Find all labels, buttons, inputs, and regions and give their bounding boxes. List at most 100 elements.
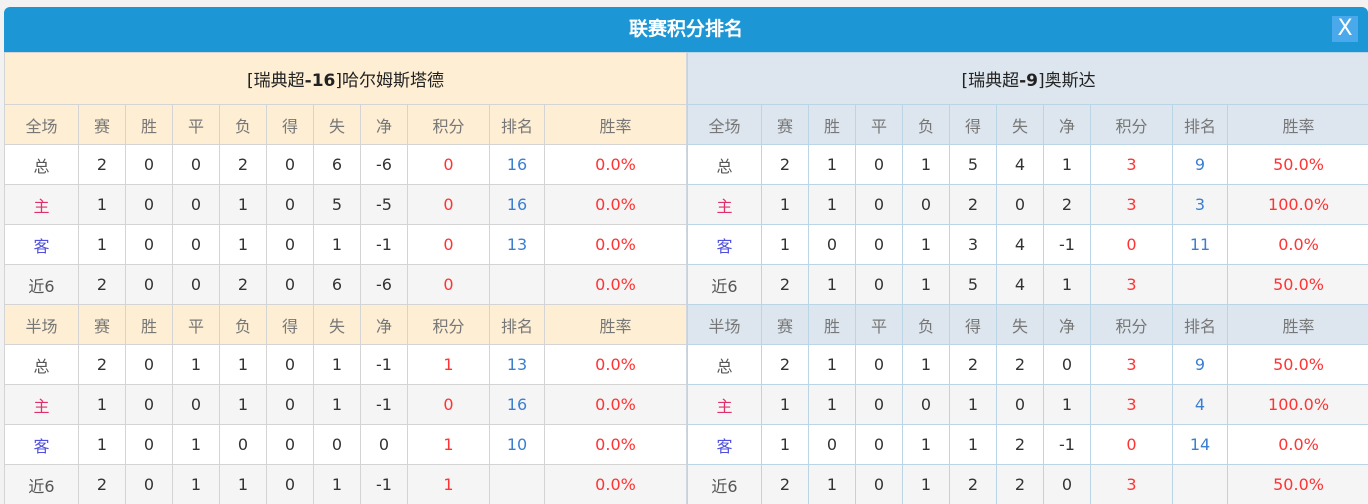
cell: 0 <box>1043 464 1091 504</box>
cell: 0 <box>855 144 903 185</box>
cell: 0 <box>172 184 220 225</box>
header-row: 全场赛胜平负得失净积分 排名 胜率 <box>687 104 1368 145</box>
cell: 0 <box>125 464 173 504</box>
column-header: 得 <box>266 304 314 345</box>
cell: 50.0% <box>1226 344 1368 385</box>
cell: 0 <box>407 144 490 185</box>
column-header: 净 <box>360 104 408 145</box>
cell: 0 <box>855 224 903 265</box>
cell: 0 <box>125 264 173 305</box>
cell <box>489 464 545 504</box>
cell: 0 <box>855 264 903 305</box>
cell: -1 <box>360 344 408 385</box>
cell: 2 <box>78 344 126 385</box>
cell: 13 <box>489 344 545 385</box>
cell: 1 <box>761 384 809 425</box>
cell: 0 <box>996 384 1044 425</box>
column-header: 净 <box>1043 304 1091 345</box>
row-label: 主 <box>4 384 79 425</box>
column-header: 排名 <box>489 104 545 145</box>
cell: 0 <box>172 224 220 265</box>
standings-modal: 联赛积分排名 X [瑞典超-16]哈尔姆斯塔德 全场赛胜平负得失净积分 排名 胜率总 2… <box>4 7 1368 504</box>
section-label: 全场 <box>4 104 79 145</box>
cell: 0 <box>125 224 173 265</box>
column-header: 胜 <box>125 304 173 345</box>
table-row: 总 2 0 0 2 0 6 -6 0 16 0.0% <box>4 144 687 185</box>
cell: 0 <box>266 384 314 425</box>
column-header: 负 <box>219 104 267 145</box>
cell: 1 <box>78 184 126 225</box>
cell: 0 <box>172 144 220 185</box>
cell: 1 <box>949 424 997 465</box>
cell: 2 <box>761 264 809 305</box>
cell: -1 <box>1043 224 1091 265</box>
row-label: 主 <box>4 184 79 225</box>
cell: 0 <box>172 384 220 425</box>
table-row: 总 2 1 0 1 2 2 0 3 9 50.0% <box>687 344 1368 385</box>
cell <box>1172 464 1228 504</box>
cell: 16 <box>489 144 545 185</box>
cell: 0 <box>808 224 856 265</box>
column-header: 平 <box>172 104 220 145</box>
column-header: 胜率 <box>1226 104 1368 145</box>
table-row: 近6 2 1 0 1 2 2 0 3 50.0% <box>687 464 1368 504</box>
cell: -1 <box>1043 424 1091 465</box>
cell: 6 <box>313 264 361 305</box>
cell: 4 <box>996 264 1044 305</box>
cell: 3 <box>1172 184 1228 225</box>
column-header: 赛 <box>761 104 809 145</box>
column-header: 胜 <box>808 304 856 345</box>
cell: 0 <box>996 184 1044 225</box>
cell: 11 <box>1172 224 1228 265</box>
column-header: 胜率 <box>544 104 687 145</box>
modal-title: 联赛积分排名 X <box>4 7 1368 52</box>
cell: 0 <box>407 224 490 265</box>
column-header: 赛 <box>761 304 809 345</box>
row-label: 客 <box>687 424 762 465</box>
cell: 2 <box>996 464 1044 504</box>
cell: 2 <box>1043 184 1091 225</box>
cell: 100.0% <box>1226 384 1368 425</box>
cell: 2 <box>996 424 1044 465</box>
row-label: 近6 <box>4 264 79 305</box>
team-name: [瑞典超-16]哈尔姆斯塔德 <box>4 52 687 105</box>
cell: 0 <box>125 344 173 385</box>
cell: 0 <box>1090 224 1173 265</box>
column-header: 积分 <box>407 104 490 145</box>
cell: 0.0% <box>544 464 687 504</box>
row-label: 近6 <box>687 464 762 504</box>
cell: 1 <box>313 344 361 385</box>
cell: 0 <box>125 384 173 425</box>
table-row: 客 1 0 0 1 1 2 -1 0 14 0.0% <box>687 424 1368 465</box>
column-header: 负 <box>902 304 950 345</box>
cell: 1 <box>313 384 361 425</box>
cell: 1 <box>219 464 267 504</box>
column-header: 积分 <box>407 304 490 345</box>
cell: 0 <box>266 344 314 385</box>
cell: 0 <box>855 184 903 225</box>
cell: 1 <box>761 224 809 265</box>
cell: 1 <box>219 224 267 265</box>
cell: 4 <box>996 144 1044 185</box>
table-row: 主 1 1 0 0 1 0 1 3 4 100.0% <box>687 384 1368 425</box>
cell: 9 <box>1172 344 1228 385</box>
close-button[interactable]: X <box>1332 16 1358 42</box>
column-header: 净 <box>360 304 408 345</box>
cell: 0 <box>902 184 950 225</box>
column-header: 净 <box>1043 104 1091 145</box>
cell: 0 <box>266 144 314 185</box>
cell: 0.0% <box>544 344 687 385</box>
column-header: 排名 <box>1172 304 1228 345</box>
cell: 1 <box>1043 144 1091 185</box>
cell: 4 <box>996 224 1044 265</box>
cell: 0 <box>1090 424 1173 465</box>
cell: 3 <box>1090 264 1173 305</box>
cell: 2 <box>78 464 126 504</box>
table-row: 客 1 0 1 0 0 0 0 1 10 0.0% <box>4 424 687 465</box>
away-team-panel: [瑞典超-9]奥斯达 全场赛胜平负得失净积分 排名 胜率总 2 1 0 1 5 4 1 3 9 50.0%… <box>686 52 1368 504</box>
cell: 2 <box>949 184 997 225</box>
cell: 0.0% <box>544 184 687 225</box>
cell: 2 <box>996 344 1044 385</box>
cell: 0.0% <box>544 144 687 185</box>
close-icon: X <box>1337 16 1353 41</box>
